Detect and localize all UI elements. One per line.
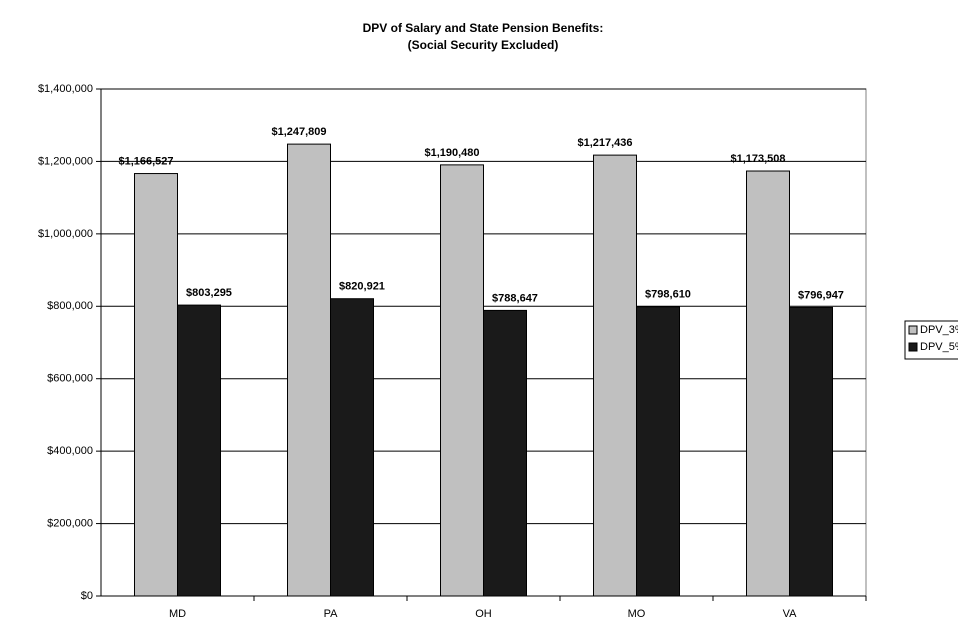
y-tick-label: $1,200,000 (38, 155, 93, 167)
bar (330, 298, 374, 597)
bar (134, 173, 178, 597)
y-tick-label: $800,000 (47, 300, 93, 312)
legend-swatch (908, 325, 918, 335)
x-tick-label: PA (324, 608, 339, 620)
y-tick-label: $1,400,000 (38, 83, 93, 95)
value-label: $788,647 (492, 292, 538, 304)
bar (636, 306, 680, 597)
value-label: $803,295 (186, 287, 232, 299)
chart-subtitle: (Social Security Excluded) (408, 38, 559, 52)
bar (789, 306, 833, 597)
bar (287, 143, 331, 597)
x-tick-label: OH (475, 608, 492, 620)
legend-swatch (908, 342, 918, 352)
chart-title: DPV of Salary and State Pension Benefits… (363, 21, 604, 35)
value-label: $1,247,809 (271, 126, 326, 138)
bar (177, 304, 221, 597)
y-tick-label: $400,000 (47, 445, 93, 457)
bar (746, 170, 790, 597)
x-tick-label: MO (628, 608, 646, 620)
value-label: $798,610 (645, 289, 691, 301)
value-label: $796,947 (798, 289, 844, 301)
value-label: $1,190,480 (424, 147, 479, 159)
x-tick-label: MD (169, 608, 186, 620)
y-tick-label: $1,000,000 (38, 228, 93, 240)
value-label: $820,921 (339, 281, 385, 293)
value-label: $1,217,436 (577, 137, 632, 149)
legend-label: DPV_3% (920, 324, 958, 336)
legend-label: DPV_5% (920, 341, 958, 353)
bar (483, 309, 527, 597)
y-tick-label: $600,000 (47, 373, 93, 385)
x-tick-label: VA (783, 608, 798, 620)
value-label: $1,166,527 (118, 155, 173, 167)
y-tick-label: $200,000 (47, 517, 93, 529)
value-label: $1,173,508 (730, 153, 785, 165)
y-tick-label: $0 (81, 590, 93, 602)
bar (593, 154, 637, 597)
bar (440, 164, 484, 597)
